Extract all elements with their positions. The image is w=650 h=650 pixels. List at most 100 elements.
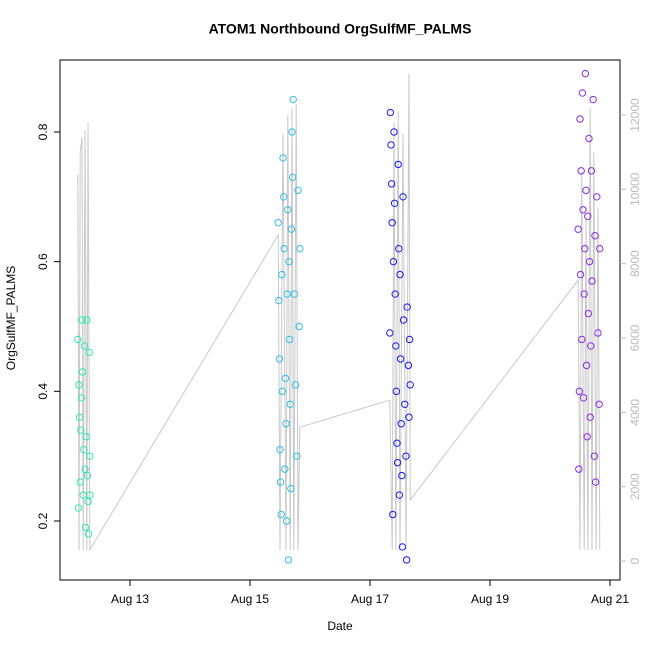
y-tick-label: 0.2 xyxy=(36,512,50,529)
data-point xyxy=(275,296,283,305)
data-point xyxy=(576,115,584,123)
data-point xyxy=(293,452,301,460)
data-point xyxy=(585,134,593,143)
data-point xyxy=(387,141,395,149)
data-point xyxy=(399,193,407,201)
y2-tick-label: 2000 xyxy=(628,473,642,500)
data-point xyxy=(85,348,93,357)
data-point xyxy=(74,504,83,512)
data-point xyxy=(83,316,91,324)
data-point xyxy=(581,69,590,78)
y2-tick-label: 8000 xyxy=(628,250,642,277)
data-point xyxy=(287,225,296,233)
data-point xyxy=(393,458,402,467)
data-point xyxy=(77,394,86,402)
data-point xyxy=(387,180,396,188)
data-point xyxy=(286,400,294,408)
x-tick-label: Aug 15 xyxy=(231,592,269,606)
data-point xyxy=(84,530,93,538)
x-axis-label: Date xyxy=(327,619,353,633)
data-point xyxy=(595,400,603,408)
data-point xyxy=(580,290,588,298)
data-point xyxy=(277,510,285,519)
data-point xyxy=(274,219,282,227)
data-point xyxy=(386,329,394,337)
y-axis-label: OrgSulfMF_PALMS xyxy=(4,266,18,370)
data-point xyxy=(290,290,299,298)
data-point xyxy=(296,244,304,253)
data-point xyxy=(389,257,398,266)
y2-tick-label: 0 xyxy=(628,557,642,564)
data-point xyxy=(399,316,408,324)
data-point xyxy=(74,335,82,344)
data-point xyxy=(403,303,411,311)
data-point xyxy=(389,510,397,519)
x-tick-label: Aug 17 xyxy=(351,592,389,606)
chart-title: ATOM1 Northbound OrgSulfMF_PALMS xyxy=(209,21,472,37)
data-point xyxy=(291,381,300,389)
data-point xyxy=(589,95,597,104)
data-point xyxy=(591,478,600,486)
data-point xyxy=(596,244,604,253)
data-point xyxy=(401,400,409,408)
y2-tick-label: 4000 xyxy=(628,399,642,426)
data-point xyxy=(75,381,83,389)
data-point xyxy=(591,232,599,240)
data-point xyxy=(278,387,287,396)
data-point xyxy=(575,465,583,473)
y2-tick-label: 10000 xyxy=(628,172,642,206)
data-point xyxy=(285,335,294,344)
data-point xyxy=(396,355,405,363)
data-point xyxy=(83,471,92,480)
data-point xyxy=(288,173,297,182)
data-point xyxy=(405,413,413,421)
data-point xyxy=(390,199,399,207)
data-point xyxy=(81,523,90,532)
data-point xyxy=(583,433,591,441)
data-point xyxy=(584,212,592,220)
data-point xyxy=(282,420,290,428)
data-point xyxy=(390,128,398,136)
data-point xyxy=(78,316,86,324)
data-point xyxy=(594,329,602,337)
data-point xyxy=(574,225,582,233)
data-point xyxy=(275,355,284,363)
data-point xyxy=(77,426,85,434)
data-point xyxy=(279,154,287,162)
data-point xyxy=(402,452,410,460)
data-point xyxy=(584,309,593,318)
data-point xyxy=(386,108,395,117)
data-point xyxy=(289,95,297,104)
data-point xyxy=(398,471,406,480)
y-tick-label: 0.8 xyxy=(36,123,50,140)
data-point xyxy=(391,290,399,298)
data-point xyxy=(276,445,284,454)
data-point xyxy=(588,277,596,285)
data-point xyxy=(281,374,290,383)
y2-tick-label: 12000 xyxy=(628,98,642,132)
y-tick-label: 0.6 xyxy=(36,253,50,270)
x-tick-label: Aug 13 xyxy=(111,592,149,606)
data-point xyxy=(86,452,94,460)
data-point xyxy=(276,478,285,486)
data-point xyxy=(393,439,401,447)
data-point xyxy=(398,543,407,551)
data-point xyxy=(581,244,589,253)
data-point xyxy=(284,206,292,214)
data-point xyxy=(577,167,585,175)
data-point xyxy=(81,465,89,473)
data-point xyxy=(278,270,286,279)
data-point xyxy=(395,244,403,253)
data-point xyxy=(576,270,585,279)
data-point xyxy=(86,491,94,499)
altitude-line xyxy=(77,74,601,552)
data-point xyxy=(388,219,396,227)
data-point xyxy=(404,361,413,370)
data-point xyxy=(285,257,293,266)
data-point xyxy=(84,497,92,506)
data-point xyxy=(279,193,288,201)
data-point xyxy=(281,465,289,473)
data-point xyxy=(82,433,90,441)
